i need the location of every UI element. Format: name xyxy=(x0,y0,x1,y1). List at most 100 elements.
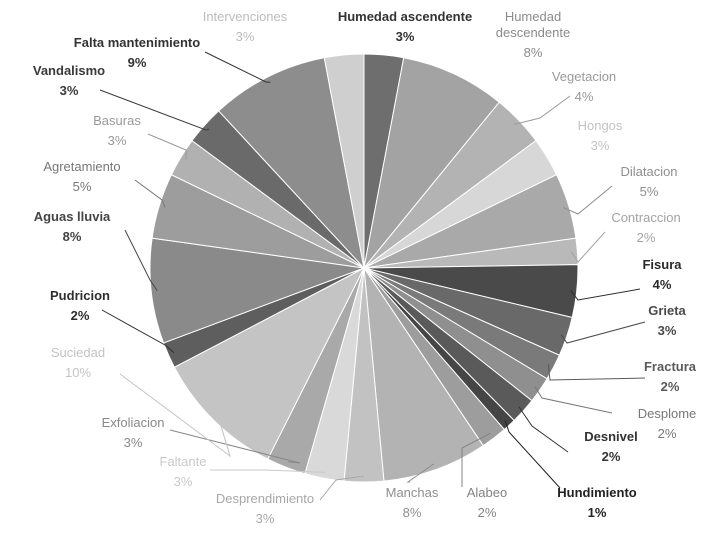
leader-line xyxy=(210,469,326,473)
slice-label-percent: 2% xyxy=(602,449,621,464)
leader-line xyxy=(514,95,571,125)
slice-label: Dilatacion 5% xyxy=(620,164,677,199)
slice-label-name: Humedad ascendente xyxy=(338,9,472,24)
leader-line xyxy=(319,475,365,501)
leader-line xyxy=(570,231,606,263)
slice-label-name: Intervenciones xyxy=(203,9,288,24)
slice-label-percent: 3% xyxy=(236,29,255,44)
leader-line xyxy=(119,373,231,458)
slice-label: Desnivel 2% xyxy=(584,429,637,464)
slice-label-name: Hundimiento xyxy=(557,485,636,500)
leader-line xyxy=(560,321,646,344)
slice-label-name: Suciedad xyxy=(51,345,105,360)
slice-label: Aguas lluvia 8% xyxy=(34,209,111,244)
slice-label-percent: 8% xyxy=(524,45,543,60)
slice-labels: Humedad ascendente 3% Humedad descendente 8%… xyxy=(33,9,697,526)
slice-label-name: Desplome xyxy=(638,406,697,421)
slice-label: Hundimiento 1% xyxy=(557,485,636,520)
slice-label: Agretamiento 5% xyxy=(43,159,120,194)
slice-label: Desprendimiento 3% xyxy=(216,491,314,526)
slice-label-percent: 3% xyxy=(256,511,275,526)
slice-label-percent: 2% xyxy=(71,308,90,323)
leader-line xyxy=(562,185,613,215)
leader-lines xyxy=(99,51,646,501)
leader-line xyxy=(504,420,561,489)
slice-label: Faltante 3% xyxy=(160,454,207,489)
pie-slice-intervenciones xyxy=(323,53,365,269)
slice-label: Manchas 8% xyxy=(386,485,439,520)
slice-label: Exfoliacion 3% xyxy=(102,415,165,450)
slice-label-name: Grieta xyxy=(648,303,686,318)
slice-label-percent: 3% xyxy=(591,138,610,153)
slice-label: Hongos 3% xyxy=(578,118,623,153)
pie-slice-aguas-lluvia xyxy=(149,237,365,344)
pie-slice-manchas xyxy=(363,267,484,482)
slice-label-name: Vegetacion xyxy=(552,69,616,84)
slice-label: Intervenciones 3% xyxy=(203,9,288,44)
slice-label-name: Desprendimiento xyxy=(216,491,314,506)
leader-line xyxy=(124,229,158,291)
slice-label-percent: 2% xyxy=(661,379,680,394)
leader-line xyxy=(461,432,491,487)
slice-label-name: Exfoliacion xyxy=(102,415,165,430)
slice-label-name: Humedad xyxy=(505,9,561,24)
slice-label-name: Dilatacion xyxy=(620,164,677,179)
slice-label-percent: 5% xyxy=(73,179,92,194)
slice-label-name: Fractura xyxy=(644,359,697,374)
slice-label-name: Pudricion xyxy=(50,288,110,303)
leader-line xyxy=(547,364,646,381)
leader-line xyxy=(204,51,271,83)
slice-label-name: Manchas xyxy=(386,485,439,500)
slice-label-percent: 3% xyxy=(396,29,415,44)
slice-label-name: Fisura xyxy=(642,257,682,272)
slice-label-percent: 9% xyxy=(128,55,147,70)
slice-label-name: Contraccion xyxy=(611,210,680,225)
pie-slice-humedad-descendente xyxy=(363,57,500,269)
leader-line xyxy=(99,89,210,131)
slice-label: Fractura 2% xyxy=(644,359,697,394)
pie-slice-falta-mantenimiento xyxy=(217,57,365,270)
slice-label: Basuras 3% xyxy=(93,113,141,148)
slice-label-name: Alabeo xyxy=(467,485,507,500)
slice-label-percent: 3% xyxy=(174,474,193,489)
leader-line xyxy=(406,463,435,483)
slice-label-name: Desnivel xyxy=(584,429,637,444)
slice-label-percent: 3% xyxy=(124,435,143,450)
slice-label-percent: 8% xyxy=(403,505,422,520)
slice-label-percent: 3% xyxy=(108,133,127,148)
slice-label: Contraccion 2% xyxy=(611,210,680,245)
slice-label-name: descendente xyxy=(496,25,570,40)
slice-label-percent: 4% xyxy=(653,277,672,292)
leader-line xyxy=(534,386,613,414)
slice-label-name: Faltante xyxy=(160,454,207,469)
slice-label: Fisura 4% xyxy=(642,257,682,292)
slice-label-name: Aguas lluvia xyxy=(34,209,111,224)
slice-label-percent: 1% xyxy=(588,505,607,520)
slice-label: Alabeo 2% xyxy=(467,485,507,520)
slice-label-name: Falta mantenimiento xyxy=(74,35,200,50)
slice-label-name: Vandalismo xyxy=(33,63,105,78)
slice-label: Suciedad 10% xyxy=(51,345,105,380)
leader-line xyxy=(134,179,166,208)
leader-line xyxy=(101,309,175,354)
slice-label-name: Agretamiento xyxy=(43,159,120,174)
slice-label-percent: 4% xyxy=(575,89,594,104)
slice-label: Pudricion 2% xyxy=(50,288,110,323)
slice-label: Falta mantenimiento 9% xyxy=(74,35,200,70)
slice-label-name: Basuras xyxy=(93,113,141,128)
slice-label-percent: 3% xyxy=(60,83,79,98)
slice-label-percent: 2% xyxy=(637,230,656,245)
leader-line xyxy=(570,288,641,301)
slice-label-percent: 2% xyxy=(478,505,497,520)
slice-label-percent: 2% xyxy=(658,426,677,441)
slice-label-percent: 10% xyxy=(65,365,91,380)
slice-label-percent: 8% xyxy=(63,229,82,244)
slice-label: Humedad ascendente 3% xyxy=(338,9,472,44)
slice-label-percent: 5% xyxy=(640,184,659,199)
slice-label-percent: 3% xyxy=(658,323,677,338)
slice-label: Desplome 2% xyxy=(638,406,697,441)
slice-label: Humedad descendente 8% xyxy=(496,9,570,60)
slice-label: Vegetacion 4% xyxy=(552,69,616,104)
pie-slice-suciedad xyxy=(173,266,366,460)
